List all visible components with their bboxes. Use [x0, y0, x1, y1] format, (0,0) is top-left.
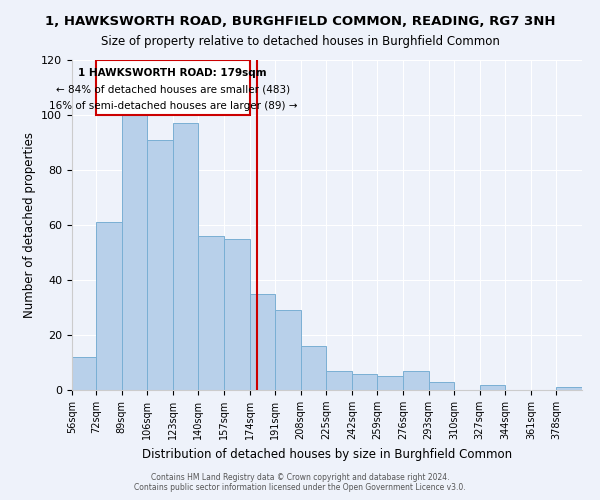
Text: ← 84% of detached houses are smaller (483): ← 84% of detached houses are smaller (48…	[56, 84, 290, 95]
Bar	[147, 140, 173, 390]
Text: 16% of semi-detached houses are larger (89) →: 16% of semi-detached houses are larger (…	[49, 101, 297, 112]
Bar	[173, 123, 199, 390]
Bar	[275, 310, 301, 390]
Text: Size of property relative to detached houses in Burghfield Common: Size of property relative to detached ho…	[101, 35, 499, 48]
Bar	[479, 384, 505, 390]
Bar	[72, 357, 96, 390]
Bar	[250, 294, 275, 390]
Bar	[199, 236, 224, 390]
Text: Contains HM Land Registry data © Crown copyright and database right 2024.
Contai: Contains HM Land Registry data © Crown c…	[134, 473, 466, 492]
Bar	[428, 382, 454, 390]
Bar	[403, 371, 428, 390]
Bar	[377, 376, 403, 390]
X-axis label: Distribution of detached houses by size in Burghfield Common: Distribution of detached houses by size …	[142, 448, 512, 460]
Bar	[96, 60, 250, 115]
Bar	[556, 387, 582, 390]
Y-axis label: Number of detached properties: Number of detached properties	[23, 132, 35, 318]
Bar	[352, 374, 377, 390]
Bar	[122, 112, 147, 390]
Bar	[224, 239, 250, 390]
Bar	[96, 222, 122, 390]
Text: 1, HAWKSWORTH ROAD, BURGHFIELD COMMON, READING, RG7 3NH: 1, HAWKSWORTH ROAD, BURGHFIELD COMMON, R…	[45, 15, 555, 28]
Text: 1 HAWKSWORTH ROAD: 179sqm: 1 HAWKSWORTH ROAD: 179sqm	[79, 68, 267, 78]
Bar	[301, 346, 326, 390]
Bar	[326, 371, 352, 390]
